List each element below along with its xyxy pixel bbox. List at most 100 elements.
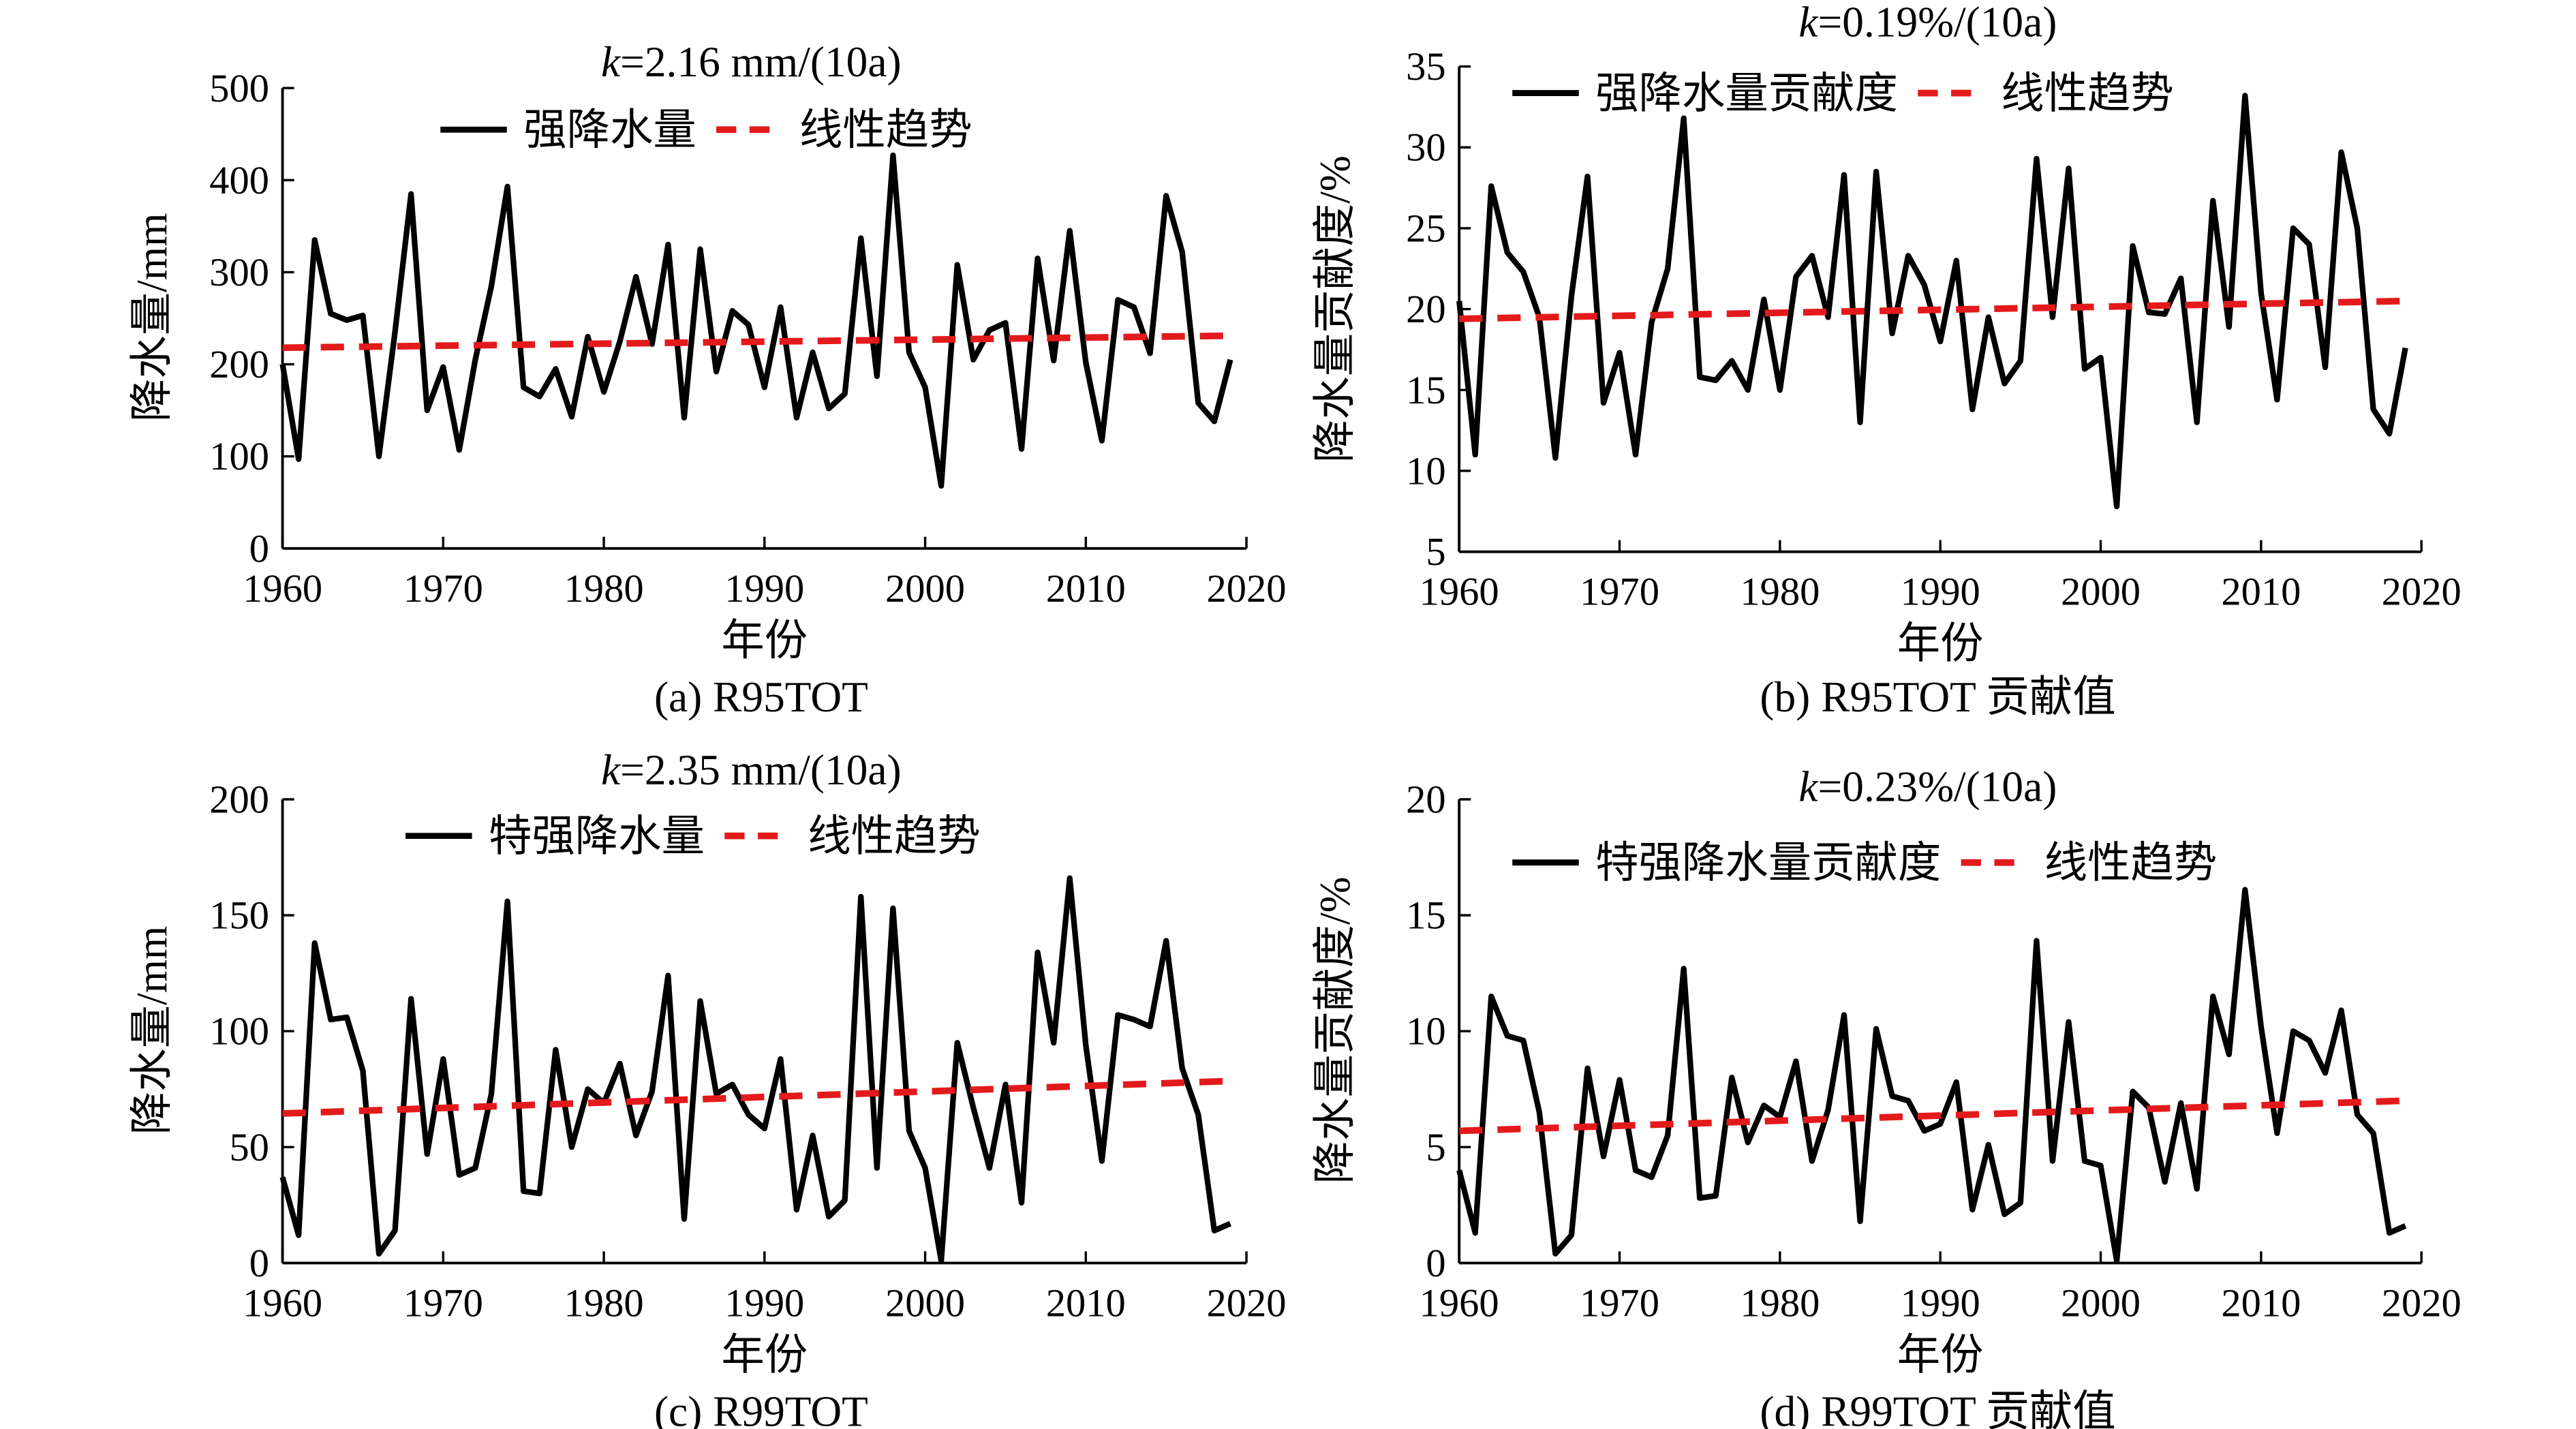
x-tick-label: 2020 — [1207, 566, 1287, 611]
annotation-value: =2.16 mm/(10a) — [620, 38, 902, 86]
y-tick-label: 400 — [209, 158, 269, 202]
y-tick-label: 150 — [209, 893, 269, 938]
x-tick-label: 1960 — [1420, 1280, 1499, 1325]
series-line — [279, 152, 1233, 489]
x-tick-label: 1970 — [403, 566, 483, 611]
x-tick-label: 2000 — [2061, 1280, 2141, 1325]
legend: 强降水量贡献度 线性趋势 — [1512, 70, 2174, 118]
y-tick-label: 20 — [1406, 287, 1446, 331]
trend-line — [282, 1077, 1231, 1117]
panel-caption: (c) R99TOT — [654, 1387, 868, 1429]
x-axis-label: 年份 — [1897, 620, 1984, 668]
x-tick-label: 1970 — [403, 1280, 483, 1325]
chart-panel-d: 0 5 10 15 20 1960 1970 1980 1990 2000 2010 2020 年份 降水… — [1311, 763, 2461, 1429]
y-tick-label: 100 — [209, 434, 269, 478]
x-tick-label: 2020 — [1207, 1280, 1287, 1325]
annotation-value: =2.35 mm/(10a) — [620, 746, 902, 794]
x-tick-label: 2010 — [2221, 1280, 2301, 1325]
annotation-value: =0.23%/(10a) — [1818, 763, 2057, 810]
legend-label-trend: 线性趋势 — [2044, 840, 2218, 887]
trend-line — [1459, 297, 2406, 322]
y-tick-label: 0 — [1426, 1241, 1445, 1285]
y-tick-label: 20 — [1406, 778, 1446, 822]
panel-caption: (a) R95TOT — [654, 673, 868, 721]
y-tick-label: 100 — [209, 1009, 269, 1054]
chart-panel-c: 0 50 100 150 200 1960 1970 1980 1990 2000 2010 2020… — [128, 746, 1287, 1429]
x-tick-label: 2000 — [885, 1280, 965, 1325]
legend-label-series: 强降水量 — [523, 106, 696, 154]
x-tick-label: 1980 — [1740, 570, 1820, 614]
x-axis-label: 年份 — [721, 1331, 808, 1379]
y-tick-label: 15 — [1406, 893, 1446, 938]
y-tick-label: 300 — [209, 250, 269, 294]
y-axis-label: 降水量贡献度/% — [1311, 155, 1359, 463]
y-axis-label: 降水量/mm — [128, 926, 176, 1135]
y-tick-label: 30 — [1406, 125, 1446, 170]
y-tick-label: 50 — [230, 1125, 270, 1169]
legend-label-trend: 线性趋势 — [799, 106, 972, 154]
legend-label-trend: 线性趋势 — [808, 813, 981, 861]
y-tick-label: 0 — [249, 1241, 269, 1285]
x-tick-label: 1980 — [1740, 1280, 1820, 1325]
legend-label-series: 强降水量贡献度 — [1595, 70, 1898, 118]
legend: 强降水量 线性趋势 — [440, 106, 972, 154]
y-tick-label: 10 — [1406, 1009, 1446, 1054]
y-tick-label: 15 — [1406, 368, 1446, 412]
y-tick-label: 5 — [1426, 1125, 1445, 1169]
legend-label-trend: 线性趋势 — [2001, 70, 2174, 118]
x-tick-label: 2020 — [2382, 1280, 2462, 1325]
y-tick-label: 5 — [1426, 529, 1445, 574]
y-tick-label: 500 — [209, 66, 269, 110]
x-axis-label: 年份 — [1897, 1331, 1984, 1379]
x-tick-label: 2010 — [1046, 566, 1126, 611]
panel-caption: (d) R99TOT 贡献值 — [1760, 1387, 2115, 1429]
panel-caption: (b) R95TOT 贡献值 — [1760, 673, 2115, 721]
legend: 特强降水量 线性趋势 — [405, 813, 981, 861]
trend-annotation: k=2.16 mm/(10a) — [601, 38, 902, 86]
x-axis-label: 年份 — [721, 617, 808, 664]
legend: 特强降水量贡献度 线性趋势 — [1512, 840, 2217, 887]
trend-line — [282, 332, 1231, 352]
annotation-k-symbol: k — [1798, 763, 1819, 810]
series-line — [1456, 887, 2407, 1264]
x-tick-label: 2000 — [885, 566, 965, 611]
x-tick-label: 2000 — [2061, 570, 2141, 614]
y-tick-label: 200 — [209, 778, 269, 822]
x-tick-label: 2010 — [1046, 1280, 1126, 1325]
x-tick-label: 1990 — [724, 566, 804, 611]
x-tick-label: 1980 — [564, 566, 644, 611]
x-tick-label: 1990 — [724, 1280, 804, 1325]
chart-panel-b: 5 10 15 20 25 30 35 1960 1970 1980 1990 2000 2010 202… — [1311, 0, 2461, 721]
x-tick-label: 2020 — [2382, 570, 2462, 614]
trend-annotation: k=2.35 mm/(10a) — [601, 746, 902, 794]
annotation-k-symbol: k — [1798, 0, 1819, 46]
legend-label-series: 特强降水量 — [489, 813, 705, 861]
x-tick-label: 1960 — [243, 566, 322, 611]
y-tick-label: 200 — [209, 342, 269, 386]
x-tick-label: 1970 — [1580, 570, 1659, 614]
x-tick-label: 1960 — [1420, 570, 1499, 614]
annotation-k-symbol: k — [601, 746, 622, 794]
chart-panel-a: 0 100 200 300 400 500 1960 1970 1980 1990 2000 2010… — [128, 38, 1287, 721]
trend-line — [1459, 1097, 2406, 1135]
y-tick-label: 10 — [1406, 448, 1446, 493]
y-tick-label: 35 — [1406, 44, 1446, 89]
y-tick-label: 25 — [1406, 206, 1446, 250]
trend-annotation: k=0.19%/(10a) — [1798, 0, 2057, 46]
y-tick-label: 0 — [249, 526, 269, 570]
legend-label-series: 特强降水量贡献度 — [1595, 840, 1941, 887]
y-axis-label: 降水量贡献度/% — [1311, 877, 1359, 1184]
annotation-k-symbol: k — [601, 38, 622, 86]
x-tick-label: 1990 — [1901, 1280, 1980, 1325]
series-line — [279, 875, 1232, 1264]
trend-annotation: k=0.23%/(10a) — [1798, 763, 2057, 810]
x-tick-label: 1980 — [564, 1280, 644, 1325]
y-axis-label: 降水量/mm — [128, 213, 176, 422]
x-tick-label: 1960 — [243, 1280, 322, 1325]
x-tick-label: 2010 — [2221, 570, 2301, 614]
x-tick-label: 1990 — [1901, 570, 1980, 614]
x-tick-label: 1970 — [1580, 1280, 1659, 1325]
annotation-value: =0.19%/(10a) — [1818, 0, 2057, 46]
